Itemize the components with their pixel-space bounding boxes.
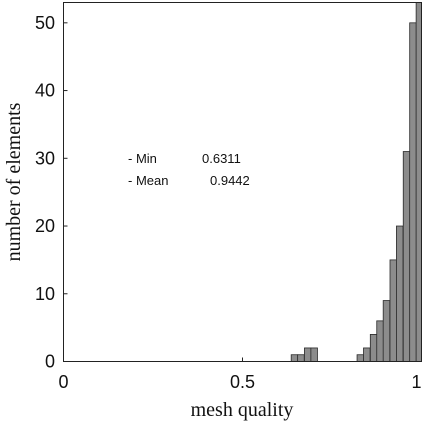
histogram-bar <box>304 347 312 362</box>
histogram-bar <box>402 151 411 362</box>
x-tick-label: 1 <box>411 372 421 392</box>
histogram-bar <box>409 22 417 362</box>
histogram-bar <box>310 347 318 362</box>
x-axis-title: mesh quality <box>191 399 294 421</box>
histogram-bar <box>297 354 305 362</box>
y-tick-label: 50 <box>35 13 55 33</box>
histogram-bar <box>363 347 371 362</box>
plot-area <box>63 2 422 362</box>
histogram-bar <box>382 300 391 362</box>
y-tick-label: 0 <box>45 352 55 372</box>
histogram-bar <box>376 320 384 362</box>
plot-frame <box>63 2 422 362</box>
histogram-bar <box>356 354 365 362</box>
annotation-mean-value: 0.9442 <box>210 173 250 188</box>
y-tick-label: 10 <box>35 284 55 304</box>
histogram-bar <box>369 334 378 362</box>
x-tick-label: 0.5 <box>230 372 255 392</box>
histogram-bar <box>415 2 422 362</box>
y-tick-label: 30 <box>35 148 55 168</box>
y-tick-label: 20 <box>35 216 55 236</box>
x-tick-label: 0 <box>58 372 68 392</box>
y-tick-label: 40 <box>35 81 55 101</box>
histogram-bar <box>389 259 397 362</box>
annotation-mean-label: - Mean <box>128 173 168 188</box>
annotation-min-value: 0.6311 <box>202 151 241 166</box>
histogram-bar <box>290 354 299 362</box>
y-axis-title: number of elements <box>3 102 25 261</box>
histogram-bar <box>396 225 404 362</box>
annotation-min-label: - Min <box>128 151 157 166</box>
